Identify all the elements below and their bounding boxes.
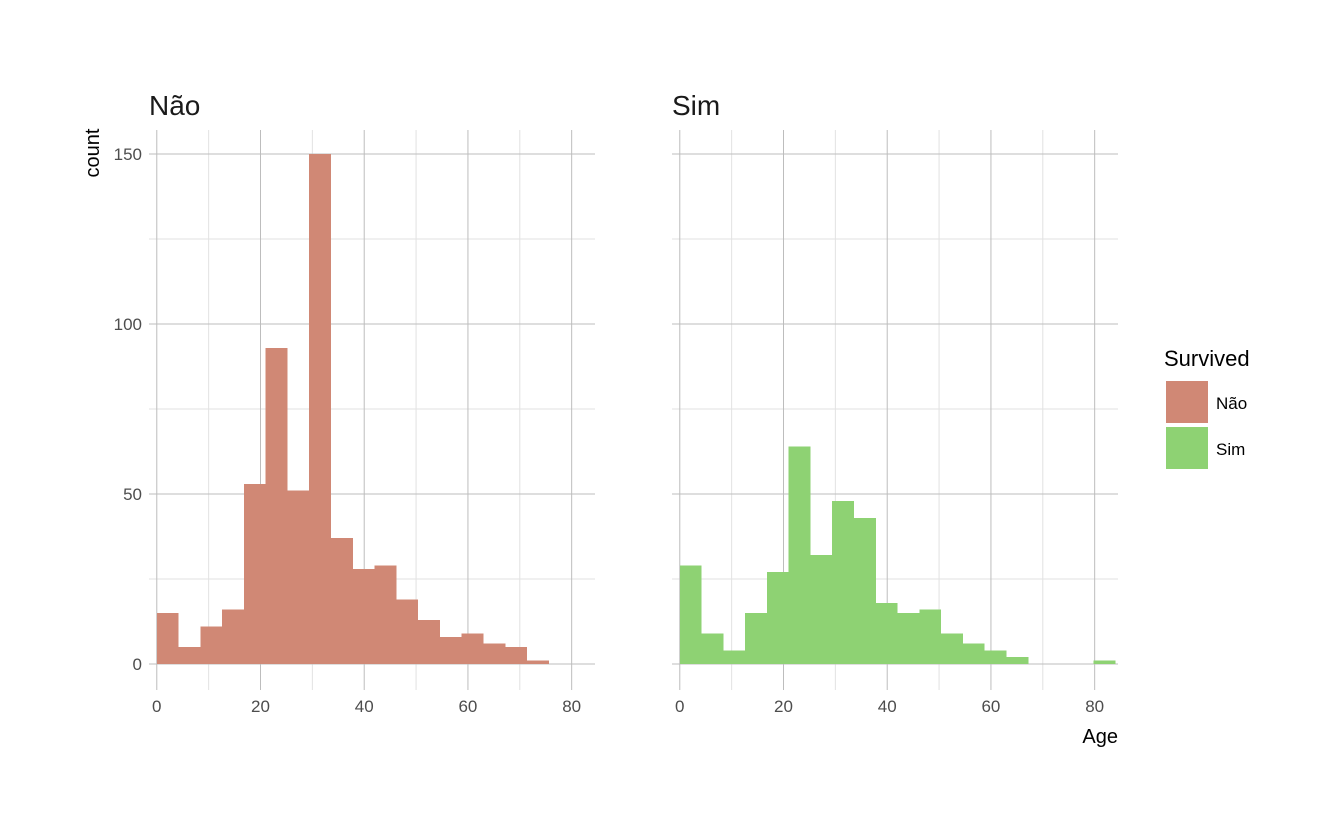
histogram-bar: [156, 613, 179, 664]
histogram-bar: [439, 636, 462, 664]
histogram-bar: [200, 626, 223, 664]
histogram-bar: [178, 647, 201, 664]
y-axis-title: count: [82, 128, 104, 177]
histogram-bar: [897, 613, 920, 664]
histogram-bar: [1093, 660, 1116, 664]
histogram-bar: [309, 154, 332, 664]
histogram-bar: [352, 568, 375, 664]
x-tick-label: 80: [562, 697, 581, 716]
histogram-bar: [832, 500, 855, 664]
panel-sim: 0 20 40 60 80 Sim: [672, 90, 1118, 716]
y-tick-label: 150: [114, 145, 142, 164]
y-tick-label: 50: [123, 485, 142, 504]
histogram-bar: [984, 650, 1007, 664]
legend-title: Survived: [1164, 346, 1250, 371]
panel-nao-tick-labels: 0 20 40 60 80 0 50 100 150: [114, 145, 581, 716]
panel-title-sim: Sim: [672, 90, 720, 121]
histogram-bar: [919, 609, 942, 664]
legend: Survived Não Sim: [1164, 346, 1250, 469]
panel-nao: 0 20 40 60 80 0 50 100 150 Não: [114, 90, 595, 716]
histogram-bar: [962, 643, 985, 664]
histogram-bar: [679, 565, 702, 664]
panel-sim-bars: [679, 446, 1116, 664]
x-tick-label: 60: [981, 697, 1000, 716]
histogram-bar: [243, 483, 266, 664]
histogram-bar: [941, 633, 963, 664]
histogram-bar: [854, 517, 876, 664]
y-tick-label: 0: [133, 655, 142, 674]
legend-key-sim: [1166, 427, 1208, 469]
histogram-bar: [810, 555, 833, 664]
x-axis-title: Age: [1082, 726, 1118, 748]
x-tick-label: 20: [251, 697, 270, 716]
histogram-bar: [745, 613, 767, 664]
legend-key-nao: [1166, 381, 1208, 423]
histogram-bar: [374, 565, 397, 664]
legend-label-sim: Sim: [1216, 440, 1245, 459]
x-tick-label: 0: [152, 697, 161, 716]
histogram-bar: [222, 609, 244, 664]
histogram-bar: [396, 599, 419, 664]
panel-sim-tick-labels: 0 20 40 60 80: [675, 697, 1104, 716]
x-tick-label: 60: [458, 697, 477, 716]
x-tick-label: 80: [1085, 697, 1104, 716]
panel-nao-bars: [156, 154, 549, 664]
histogram-bar: [418, 619, 440, 664]
histogram-bar: [483, 643, 506, 664]
histogram-bar: [265, 347, 288, 664]
histogram-bar: [788, 446, 811, 664]
x-tick-label: 20: [774, 697, 793, 716]
x-tick-label: 0: [675, 697, 684, 716]
histogram-bar: [701, 633, 724, 664]
histogram-bar: [527, 660, 549, 664]
x-tick-label: 40: [355, 697, 374, 716]
histogram-bar: [766, 572, 789, 664]
legend-label-nao: Não: [1216, 394, 1247, 413]
histogram-bar: [461, 633, 484, 664]
histogram-bar: [1006, 657, 1029, 664]
histogram-bar: [723, 650, 746, 664]
histogram-bar: [287, 490, 310, 664]
panel-title-nao: Não: [149, 90, 200, 121]
histogram-bar: [875, 602, 898, 664]
y-tick-label: 100: [114, 315, 142, 334]
histogram-bar: [331, 538, 353, 664]
histogram-bar: [505, 647, 528, 664]
x-tick-label: 40: [878, 697, 897, 716]
